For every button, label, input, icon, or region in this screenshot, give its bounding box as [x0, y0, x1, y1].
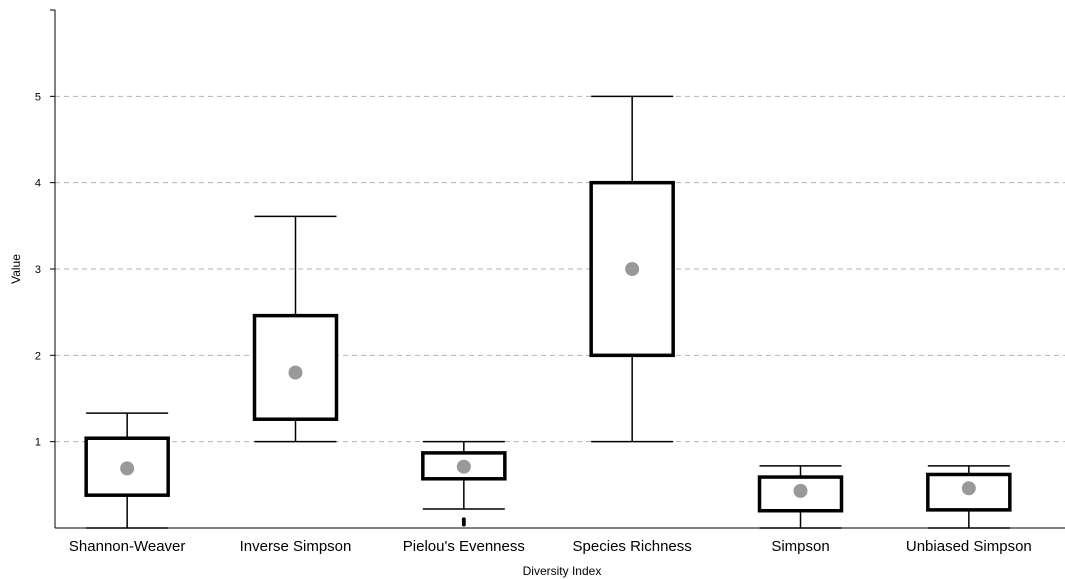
y-tick-labels: 1 2 3 4 5 [35, 9, 55, 449]
y-tick-label-5: 5 [35, 91, 41, 103]
x-tick-label-1: Inverse Simpson [240, 538, 352, 555]
mean-marker [456, 459, 471, 474]
x-tick-label-4: Simpson [771, 538, 829, 555]
gridlines [55, 95, 1065, 443]
y-tick-label-4: 4 [35, 178, 41, 190]
y-tick-label-1: 1 [35, 437, 41, 449]
mean-marker [961, 481, 976, 496]
x-tick-label-0: Shannon-Weaver [69, 538, 185, 555]
y-tick-label-3: 3 [35, 264, 41, 276]
box-5 [926, 465, 1012, 529]
box-0 [84, 412, 170, 529]
box-2 [421, 440, 507, 527]
y-axis-label: Value [9, 254, 23, 284]
mean-marker [793, 483, 808, 498]
mean-marker [625, 262, 640, 276]
x-tick-label-3: Species Richness [573, 538, 692, 555]
x-tick-labels: Shannon-Weaver Inverse Simpson Pielou's Ev… [69, 538, 1032, 555]
mean-marker [288, 365, 303, 380]
x-tick-label-2: Pielou's Evenness [403, 538, 525, 555]
x-tick-label-5: Unbiased Simpson [906, 538, 1032, 555]
x-axis-label: Diversity Index [523, 564, 602, 578]
boxes [84, 95, 1012, 529]
box-4 [757, 465, 844, 529]
box-1 [252, 215, 339, 443]
box-3 [589, 95, 675, 443]
outlier-point-2 [461, 517, 466, 522]
y-tick-label-2: 2 [35, 350, 41, 362]
mean-marker [120, 461, 135, 476]
